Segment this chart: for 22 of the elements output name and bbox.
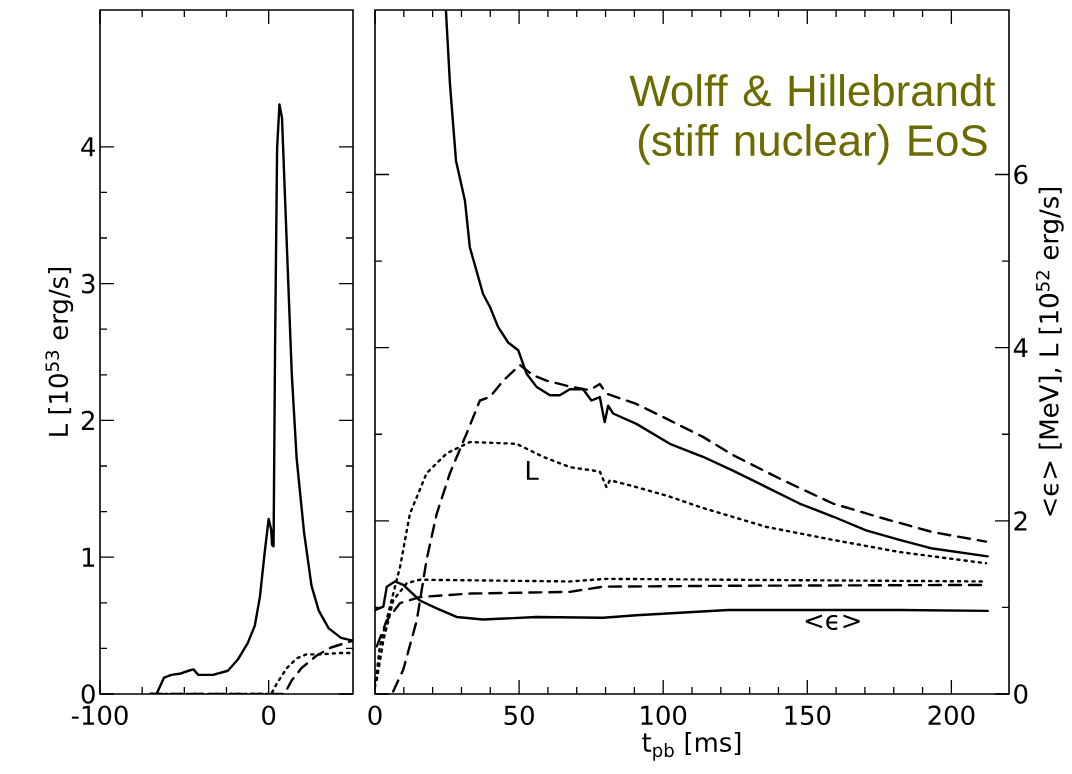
y-tick-label: 3 <box>81 273 95 294</box>
y-tick-label: 2 <box>1014 511 1027 531</box>
x-tick-label: 0 <box>262 705 276 726</box>
x-tick-label: 200 <box>928 705 975 726</box>
x-tick-label: 150 <box>785 705 831 726</box>
y-tick-label: 4 <box>81 137 96 157</box>
annotation: Wolff & Hillebrandt (stiff nuclear) EoS <box>629 74 996 165</box>
y-tick-label: 1 <box>82 547 95 567</box>
y-tick-label: 6 <box>1014 164 1028 185</box>
y-tick-label: 0 <box>1014 684 1028 704</box>
annotation: <ϵ> <box>805 614 860 630</box>
x-tick-label: 100 <box>641 705 687 726</box>
x-axis-title: t$_{pb}$ [ms] <box>642 731 741 761</box>
y-axis-title: L [10$^{53}$ erg/s] <box>45 268 74 436</box>
annotation: L <box>526 460 539 480</box>
x-tick-label: 50 <box>504 705 534 726</box>
x-tick-label: 0 <box>368 705 382 726</box>
y-tick-label: 4 <box>1013 338 1028 358</box>
y-tick-label: 2 <box>81 410 94 431</box>
x-tick-label: -100 <box>71 705 128 726</box>
y-tick-label: 0 <box>81 684 95 704</box>
y-axis-title: <ϵ> [MeV], L [10$^{52}$ erg/s] <box>1035 187 1064 516</box>
